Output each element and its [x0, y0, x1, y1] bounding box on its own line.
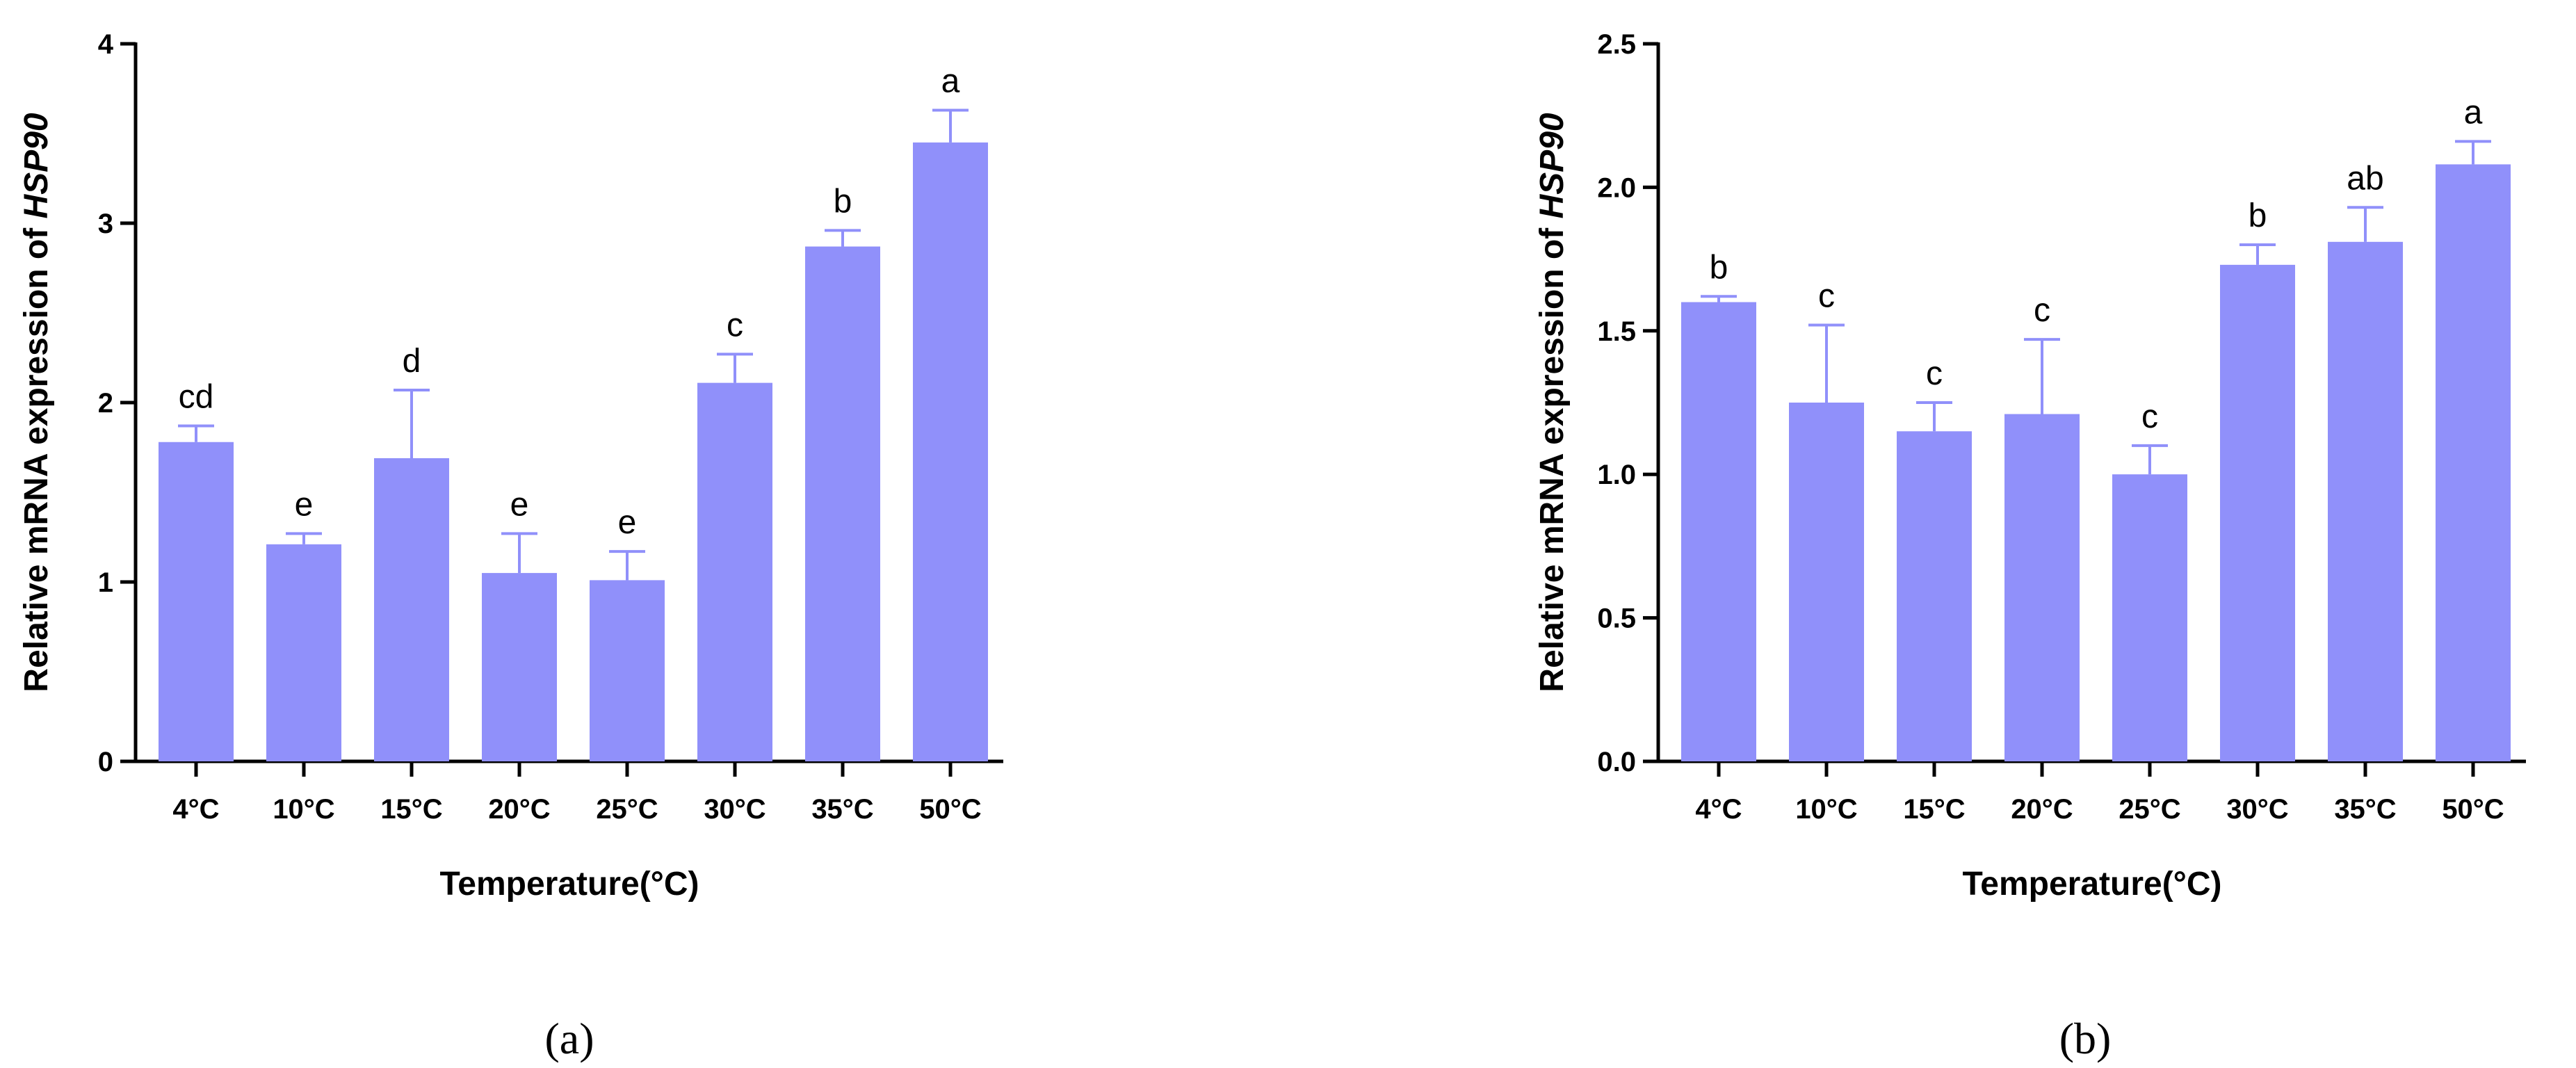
significance-label: d	[403, 343, 421, 380]
bar	[913, 142, 988, 761]
bar	[1897, 431, 1972, 761]
y-tick-label: 4	[98, 29, 114, 60]
x-tick-label: 4°C	[1695, 794, 1742, 825]
significance-label: c	[1818, 278, 1835, 315]
x-tick-label: 50°C	[2442, 794, 2504, 825]
significance-label: c	[727, 307, 743, 343]
y-axis-title: Relative mRNA expression of HSP90	[1534, 113, 1571, 692]
significance-label: e	[618, 504, 637, 541]
panel-b: 0.0 0.5 1.0 1.5 2.0 2.5 b 4°C c 10°C c 15°C c 20°C c 25…	[1534, 29, 2526, 1063]
significance-label: c	[2141, 398, 2158, 435]
x-axis-title: Temperature(°C)	[1962, 866, 2221, 903]
bar	[2328, 241, 2403, 761]
panel-label: (b)	[2059, 1014, 2112, 1063]
significance-label: c	[1926, 355, 1943, 392]
y-tick-label: 1.0	[1597, 460, 1636, 490]
y-tick-label: 0.0	[1597, 747, 1636, 777]
x-tick-label: 25°C	[596, 794, 658, 825]
x-tick-label: 35°C	[811, 794, 873, 825]
x-tick-label: 25°C	[2119, 794, 2180, 825]
y-tick-label: 0	[98, 747, 113, 777]
x-tick-label: 10°C	[1795, 794, 1857, 825]
x-tick-label: 30°C	[704, 794, 765, 825]
y-axis-title-gene: HSP90	[18, 113, 55, 218]
significance-label: b	[834, 183, 852, 220]
y-tick-label: 1	[98, 567, 113, 598]
x-tick-label: 50°C	[919, 794, 981, 825]
panel-a: 0 1 2 3 4 cd 4°C e 10°C d 15°C e 20°C e 25°C c 30°C b 35°C…	[18, 29, 1003, 1063]
bar	[590, 580, 665, 761]
x-tick-label: 20°C	[488, 794, 550, 825]
y-tick-label: 1.5	[1597, 316, 1636, 347]
bar	[374, 458, 449, 761]
significance-label: b	[2249, 197, 2267, 234]
significance-label: e	[295, 486, 314, 523]
y-axis-title-gene: HSP90	[1534, 113, 1571, 218]
bar	[1789, 403, 1864, 761]
significance-label: cd	[179, 379, 214, 416]
significance-label: a	[2464, 94, 2483, 131]
y-tick-label: 0.5	[1597, 604, 1636, 634]
y-axis-title: Relative mRNA expression of HSP90	[18, 113, 55, 692]
bar	[266, 544, 341, 761]
y-axis-title-prefix: Relative mRNA expression of	[18, 219, 55, 693]
x-tick-label: 15°C	[380, 794, 442, 825]
y-tick-label: 3	[98, 209, 113, 239]
x-axis-title: Temperature(°C)	[439, 866, 699, 903]
bar	[2004, 414, 2080, 761]
x-tick-label: 20°C	[2011, 794, 2073, 825]
bar	[2436, 164, 2511, 762]
x-tick-label: 10°C	[273, 794, 334, 825]
significance-label: a	[941, 63, 960, 99]
x-tick-label: 30°C	[2226, 794, 2288, 825]
significance-label: b	[1710, 249, 1728, 286]
bar	[805, 246, 880, 761]
significance-label: c	[2034, 292, 2050, 329]
panel-label: (a)	[544, 1014, 594, 1063]
x-tick-label: 35°C	[2334, 794, 2396, 825]
x-tick-label: 4°C	[172, 794, 219, 825]
significance-label: ab	[2347, 160, 2383, 197]
y-axis-title-prefix: Relative mRNA expression of	[1534, 219, 1571, 693]
y-tick-label: 2	[98, 388, 113, 419]
bar	[482, 573, 557, 761]
bar	[159, 442, 234, 761]
bar	[697, 382, 772, 761]
x-tick-label: 15°C	[1903, 794, 1965, 825]
bar	[2112, 474, 2187, 761]
y-tick-label: 2.5	[1597, 29, 1636, 60]
bar	[1681, 302, 1756, 761]
significance-label: e	[510, 486, 529, 523]
y-tick-label: 2.0	[1597, 172, 1636, 203]
bar	[2220, 264, 2295, 762]
